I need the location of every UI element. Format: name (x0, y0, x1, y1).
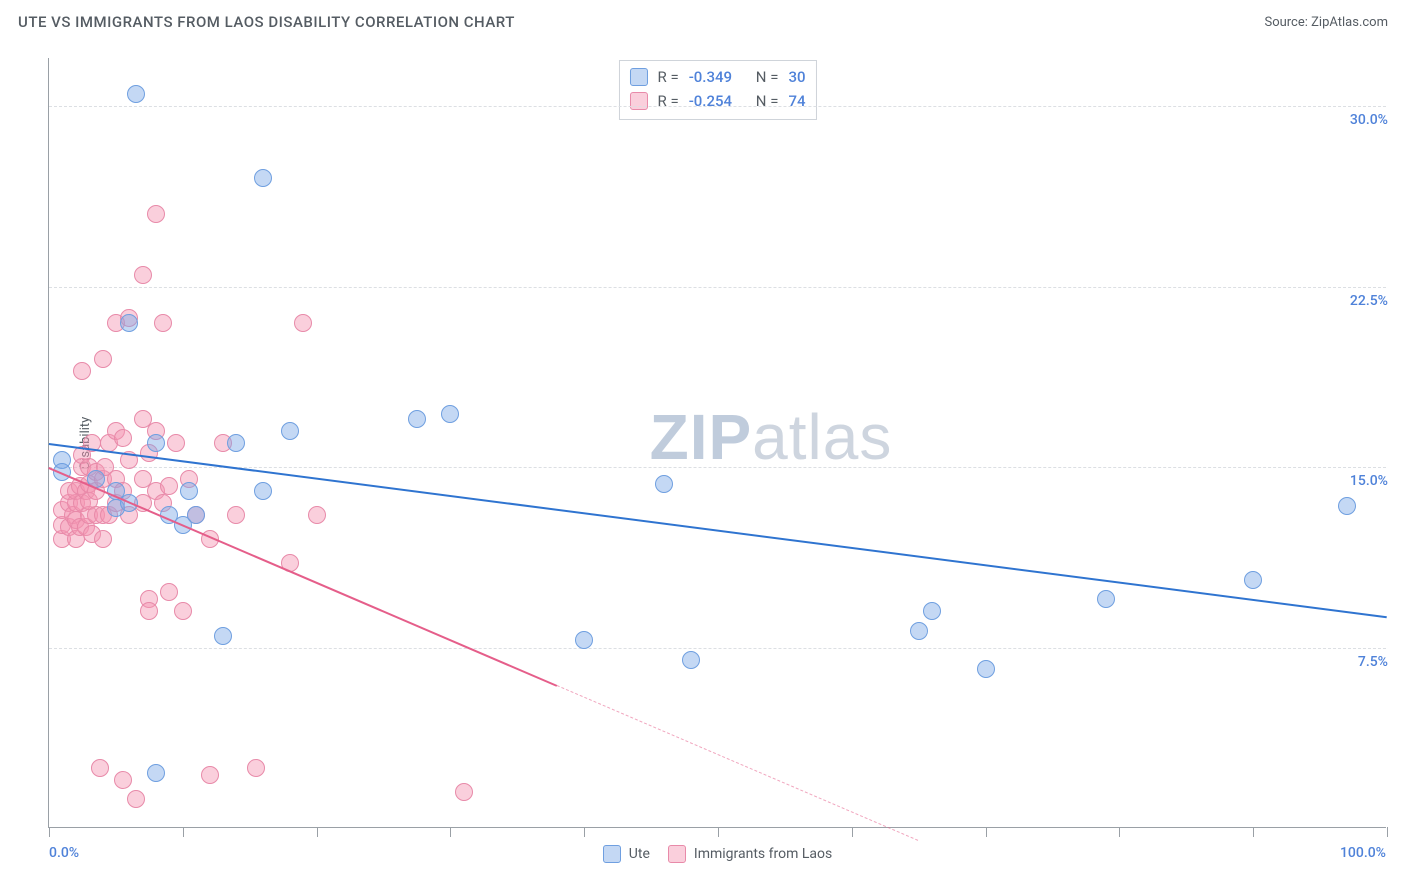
stat-n-ute: 30 (788, 65, 805, 89)
laos-point[interactable] (227, 506, 245, 524)
ute-point[interactable] (281, 422, 299, 440)
x-tick (852, 827, 853, 837)
ute-point[interactable] (408, 410, 426, 428)
gridline (49, 648, 1386, 649)
ute-trend (49, 443, 1387, 618)
x-tick (317, 827, 318, 837)
stats-legend-box: R = -0.349 N = 30 R = -0.254 N = 74 (618, 60, 816, 120)
ute-point[interactable] (254, 482, 272, 500)
ute-point[interactable] (214, 627, 232, 645)
laos-point[interactable] (247, 759, 265, 777)
x-tick (718, 827, 719, 837)
legend-label-laos: Immigrants from Laos (694, 846, 832, 862)
ute-point[interactable] (147, 764, 165, 782)
laos-point[interactable] (154, 314, 172, 332)
stats-row-ute: R = -0.349 N = 30 (629, 65, 805, 89)
laos-point[interactable] (94, 530, 112, 548)
stat-n-label: N = (756, 65, 779, 89)
x-tick-label: 0.0% (49, 845, 79, 861)
ute-point[interactable] (977, 660, 995, 678)
ute-point[interactable] (441, 405, 459, 423)
stat-r-laos: -0.254 (689, 89, 732, 113)
x-tick (986, 827, 987, 837)
scatter-plot-area: Disability ZIPatlas R = -0.349 N = 30 R … (48, 58, 1386, 828)
laos-point[interactable] (174, 602, 192, 620)
laos-point[interactable] (114, 771, 132, 789)
gridline (49, 287, 1386, 288)
stat-r-label: R = (657, 89, 678, 113)
ute-point[interactable] (1097, 590, 1115, 608)
x-tick (183, 827, 184, 837)
bottom-legend: Ute Immigrants from Laos (49, 845, 1386, 863)
swatch-ute (603, 845, 621, 863)
source-prefix: Source: (1264, 15, 1311, 30)
laos-point[interactable] (94, 350, 112, 368)
ute-point[interactable] (910, 622, 928, 640)
stats-row-laos: R = -0.254 N = 74 (629, 89, 805, 113)
stat-n-label: N = (756, 89, 779, 113)
swatch-laos (629, 92, 647, 110)
ute-point[interactable] (254, 169, 272, 187)
ute-point[interactable] (682, 651, 700, 669)
source-attribution: Source: ZipAtlas.com (1264, 15, 1388, 30)
watermark-text: ZIPatlas (650, 400, 893, 474)
legend-label-ute: Ute (629, 846, 650, 862)
ute-point[interactable] (575, 631, 593, 649)
y-tick-label: 22.5% (1350, 293, 1388, 309)
laos-point[interactable] (308, 506, 326, 524)
swatch-laos (668, 845, 686, 863)
swatch-ute (629, 68, 647, 86)
ute-point[interactable] (923, 602, 941, 620)
laos-point[interactable] (201, 766, 219, 784)
y-tick-label: 7.5% (1358, 654, 1388, 670)
ute-point[interactable] (1338, 497, 1356, 515)
legend-item-ute[interactable]: Ute (603, 845, 650, 863)
x-tick (1387, 827, 1388, 837)
ute-point[interactable] (227, 434, 245, 452)
laos-point[interactable] (114, 429, 132, 447)
laos-point[interactable] (167, 434, 185, 452)
ute-point[interactable] (655, 475, 673, 493)
chart-header: UTE VS IMMIGRANTS FROM LAOS DISABILITY C… (0, 0, 1406, 44)
stat-r-label: R = (657, 65, 678, 89)
gridline (49, 106, 1386, 107)
laos-point[interactable] (127, 790, 145, 808)
laos-point[interactable] (147, 205, 165, 223)
chart-title: UTE VS IMMIGRANTS FROM LAOS DISABILITY C… (18, 13, 515, 31)
ute-point[interactable] (120, 314, 138, 332)
stat-r-ute: -0.349 (689, 65, 732, 89)
watermark-zip: ZIP (650, 401, 753, 473)
watermark-atlas: atlas (752, 401, 892, 473)
laos-point[interactable] (294, 314, 312, 332)
ute-point[interactable] (1244, 571, 1262, 589)
laos-trend-dashed (557, 685, 919, 841)
x-tick (1119, 827, 1120, 837)
ute-point[interactable] (127, 85, 145, 103)
y-tick-label: 15.0% (1350, 473, 1388, 489)
laos-point[interactable] (160, 477, 178, 495)
laos-point[interactable] (160, 583, 178, 601)
source-link[interactable]: ZipAtlas.com (1311, 15, 1388, 30)
y-tick-label: 30.0% (1350, 112, 1388, 128)
x-tick-label: 100.0% (1340, 845, 1386, 861)
x-tick (584, 827, 585, 837)
laos-point[interactable] (134, 266, 152, 284)
x-tick (49, 827, 50, 837)
ute-point[interactable] (187, 506, 205, 524)
x-tick (1253, 827, 1254, 837)
ute-point[interactable] (147, 434, 165, 452)
laos-point[interactable] (91, 759, 109, 777)
stat-n-laos: 74 (788, 89, 805, 113)
ute-point[interactable] (180, 482, 198, 500)
x-tick (450, 827, 451, 837)
gridline (49, 467, 1386, 468)
legend-item-laos[interactable]: Immigrants from Laos (668, 845, 832, 863)
laos-point[interactable] (140, 602, 158, 620)
laos-point[interactable] (73, 362, 91, 380)
laos-point[interactable] (455, 783, 473, 801)
